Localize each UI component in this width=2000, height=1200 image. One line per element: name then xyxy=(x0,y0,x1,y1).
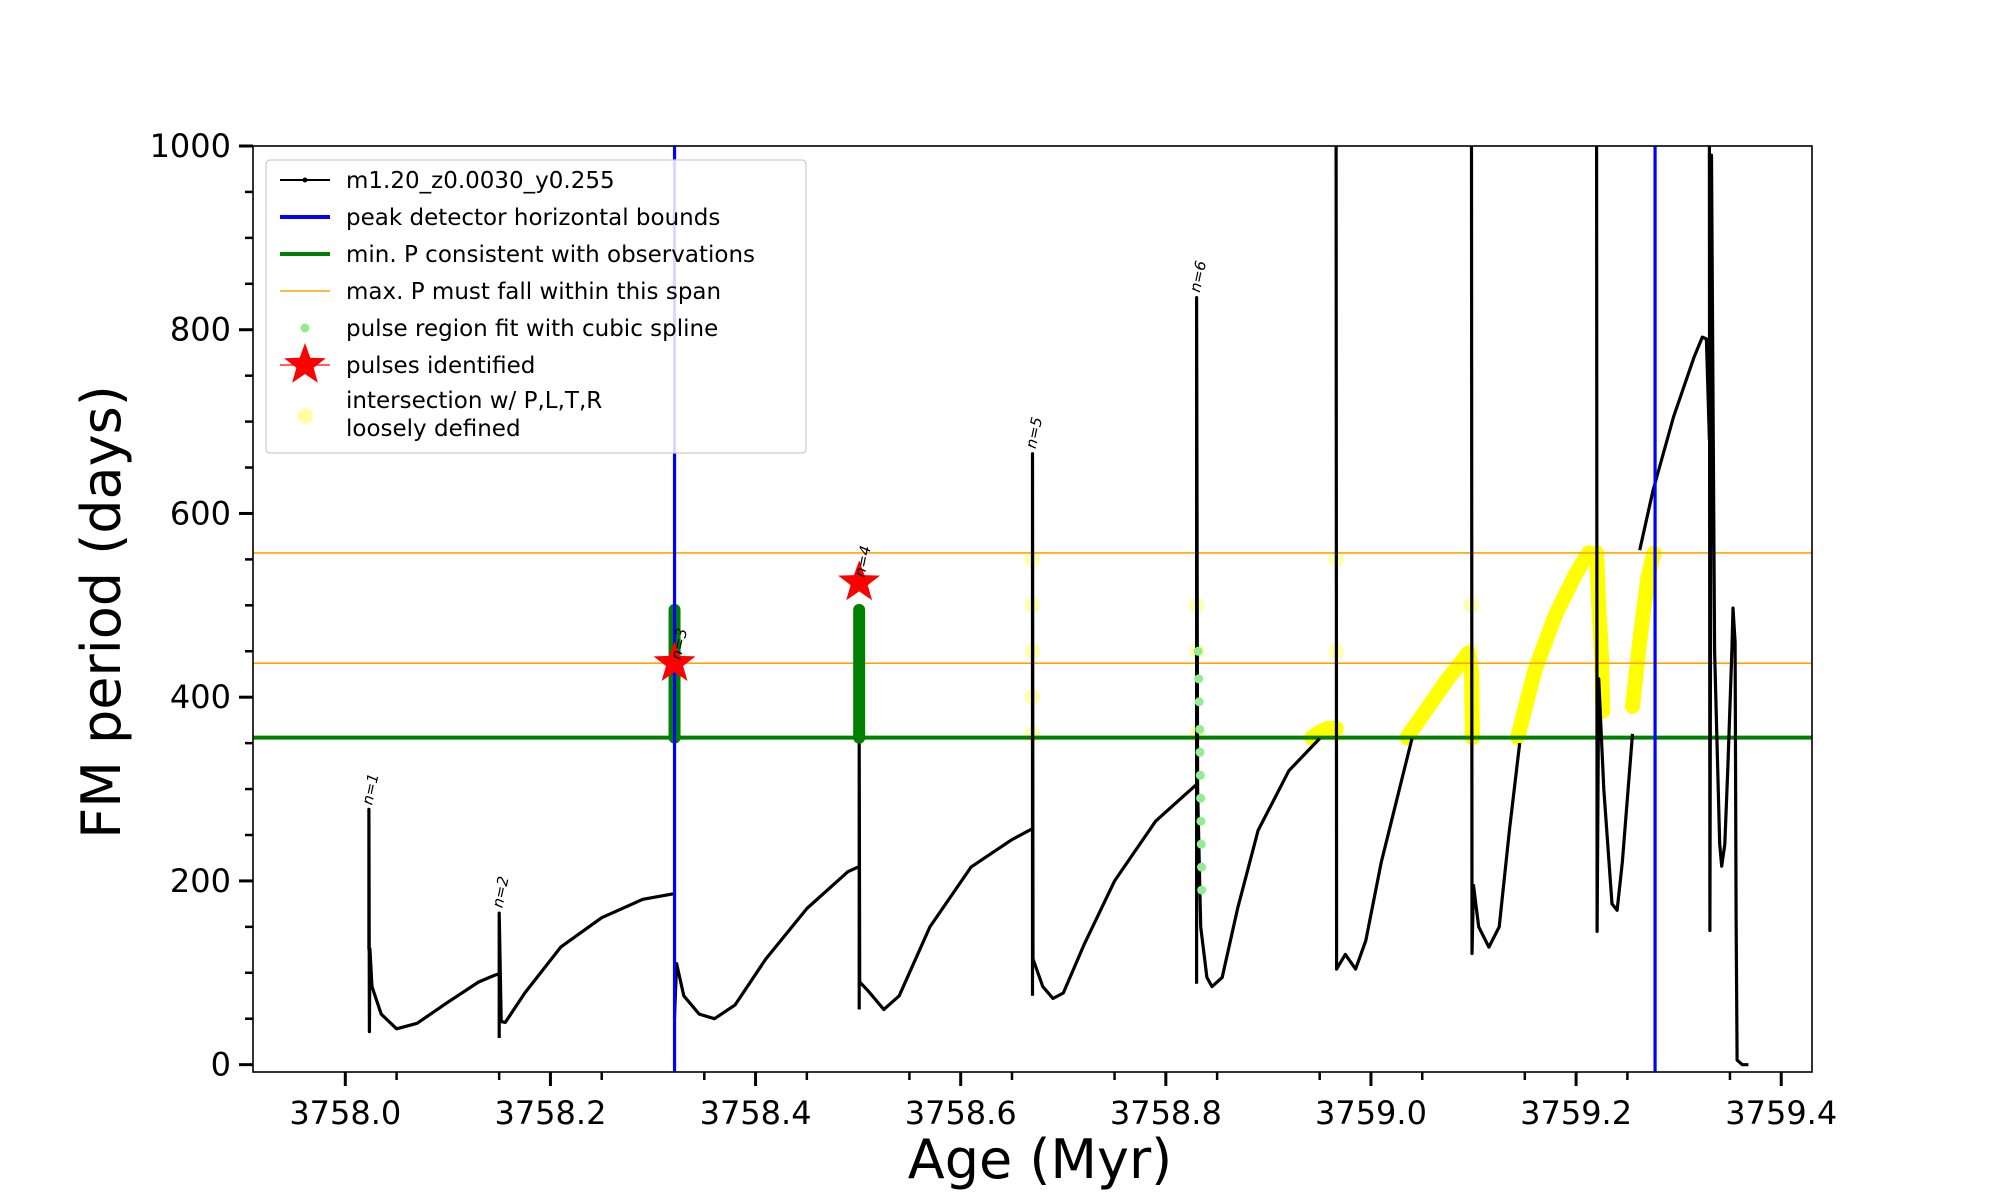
intersection-band xyxy=(1510,545,1596,746)
spline-fit-point xyxy=(1197,885,1207,895)
spline-fit-point xyxy=(1194,697,1204,707)
legend-swatch-star xyxy=(284,343,326,383)
spline-fit-point xyxy=(1195,724,1205,734)
pulse-star-marker xyxy=(838,560,881,601)
y-tick-label: 400 xyxy=(170,678,231,716)
legend-label: pulse region fit with cubic spline xyxy=(346,316,718,342)
spline-fit-point xyxy=(1196,839,1206,849)
axes: 3758.0 3758.2 3758.4 3758.6 3758.8 3759.0 3759… xyxy=(150,127,1838,1132)
y-tick-label: 1000 xyxy=(150,127,231,165)
spline-fit-point xyxy=(1197,862,1207,872)
y-axis-label: FM period (days) xyxy=(70,385,133,839)
intersection-band xyxy=(1304,720,1344,746)
x-axis-label: Age (Myr) xyxy=(908,1128,1173,1191)
spline-fit-point xyxy=(1193,646,1203,656)
plot-frame xyxy=(252,145,1813,1073)
x-tick-label: 3758.8 xyxy=(1110,1094,1222,1132)
period-curve-segment xyxy=(1469,146,1522,956)
y-tick-label: 200 xyxy=(170,862,231,900)
period-curve-segment xyxy=(1030,452,1198,1001)
spline-fit-point xyxy=(1195,770,1205,780)
legend-label: peak detector horizontal bounds xyxy=(346,205,720,231)
spline-fit-point xyxy=(1194,674,1204,684)
period-curve-segment xyxy=(672,865,859,1021)
period-curve-segment xyxy=(367,807,500,1034)
spline-fit-point xyxy=(1196,816,1206,826)
legend-label: min. P consistent with observations xyxy=(346,242,755,268)
pulse-number-label: n=1 xyxy=(358,772,382,807)
period-curve-segment xyxy=(1638,335,1711,551)
period-curve-segment xyxy=(1595,146,1635,933)
y-tick-label: 800 xyxy=(170,311,231,349)
plot-area: n=1n=2n=3n=4n=5n=6 xyxy=(253,146,1812,1072)
legend-label: intersection w/ P,L,T,R xyxy=(346,388,602,414)
period-curve-segment xyxy=(1707,146,1749,1067)
legend-label: max. P must fall within this span xyxy=(346,279,721,305)
period-curve-segment xyxy=(1195,296,1321,989)
x-tick-label: 3759.2 xyxy=(1520,1094,1632,1132)
spline-fit-point xyxy=(1196,793,1206,803)
y-tick-label: 0 xyxy=(211,1046,231,1084)
legend-swatch-marker xyxy=(302,177,308,183)
legend-swatch-dot xyxy=(300,323,310,333)
spline-fit-point xyxy=(1195,747,1205,757)
period-curve-segment xyxy=(497,892,674,1038)
pulse-number-label: n=2 xyxy=(489,875,513,910)
legend-label-line2: loosely defined xyxy=(346,416,521,442)
x-tick-label: 3759.0 xyxy=(1315,1094,1427,1132)
intersection-band xyxy=(1625,545,1662,714)
pulse-number-label: n=5 xyxy=(1022,415,1046,450)
pulse-star-marker xyxy=(653,641,696,681)
x-tick-label: 3758.2 xyxy=(494,1094,606,1132)
x-tick-label: 3758.0 xyxy=(289,1094,401,1132)
legend-swatch-dot xyxy=(297,408,313,424)
pulse-number-label: n=6 xyxy=(1186,259,1210,294)
pulse-number-label: n=4 xyxy=(851,544,875,579)
intersection-band xyxy=(1399,645,1480,746)
period-curve-segment xyxy=(1334,146,1414,971)
y-tick-label: 600 xyxy=(170,494,231,532)
legend-label: pulses identified xyxy=(346,353,535,379)
legend-box xyxy=(265,159,807,454)
x-tick-label: 3759.4 xyxy=(1725,1094,1837,1132)
period-curve-segment xyxy=(857,741,1034,1012)
x-tick-label: 3758.6 xyxy=(905,1094,1017,1132)
legend-label: m1.20_z0.0030_y0.255 xyxy=(346,168,615,194)
x-tick-label: 3758.4 xyxy=(700,1094,812,1132)
